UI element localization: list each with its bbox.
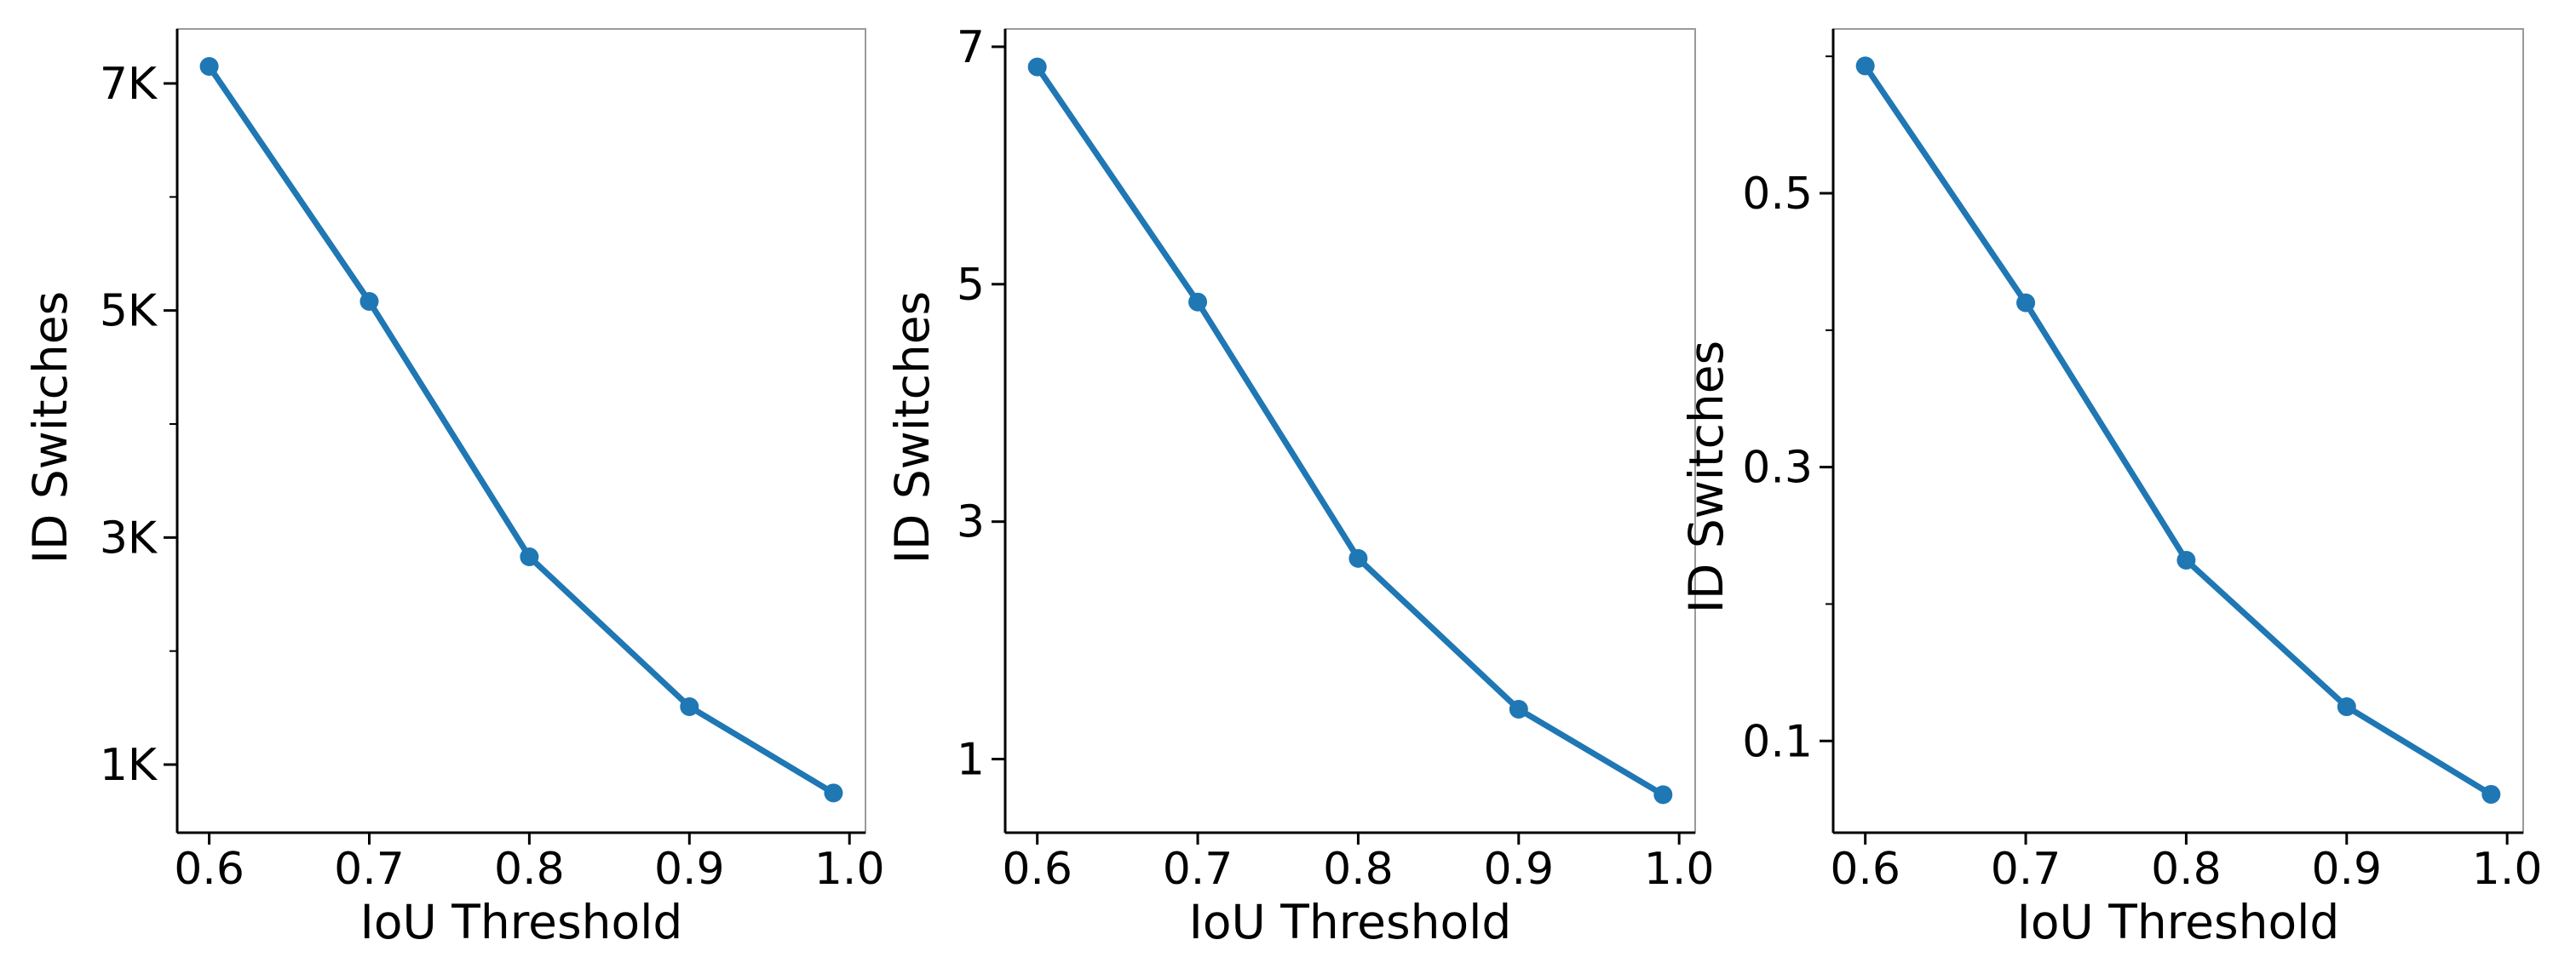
x-axis-label: IoU Threshold bbox=[1189, 895, 1512, 949]
y-axis-label: ID Switches bbox=[885, 291, 940, 564]
data-point bbox=[520, 547, 539, 566]
data-point bbox=[824, 783, 843, 803]
plot-frame bbox=[176, 28, 866, 834]
data-point bbox=[2016, 293, 2036, 312]
data-point bbox=[1188, 292, 1208, 312]
data-point bbox=[1653, 785, 1673, 805]
x-tick-label: 1.0 bbox=[2472, 844, 2543, 895]
x-tick-label: 1.0 bbox=[1644, 844, 1715, 895]
x-tick-label: 0.9 bbox=[1483, 844, 1554, 895]
x-tick-label: 0.6 bbox=[1830, 844, 1900, 895]
y-tick-label: 0.5 bbox=[1742, 169, 1813, 220]
x-tick-label: 0.6 bbox=[1002, 844, 1072, 895]
y-tick-label: 3 bbox=[957, 497, 985, 548]
x-tick-label: 1.0 bbox=[814, 844, 885, 895]
x-tick-label: 0.7 bbox=[1991, 844, 2061, 895]
y-tick-label: 7K bbox=[100, 59, 158, 110]
series-line bbox=[1034, 64, 1666, 798]
plot-frame bbox=[1004, 28, 1696, 834]
chart-3: 0.6 0.7 0.8 0.9 1.0 0.1 0.3 0.5 IoU Threshold ID … bbox=[1679, 28, 2543, 949]
x-tick-label: 0.8 bbox=[1323, 844, 1394, 895]
data-point bbox=[199, 57, 219, 76]
y-tick-label: 1K bbox=[100, 740, 158, 791]
y-tick-label: 3K bbox=[100, 513, 158, 564]
y-axis-label: ID Switches bbox=[1679, 341, 1734, 613]
y-axis-label: ID Switches bbox=[23, 291, 78, 564]
series-line bbox=[206, 63, 837, 796]
y-tick-label: 7 bbox=[957, 22, 985, 73]
data-point bbox=[2481, 784, 2501, 804]
plot-frame bbox=[1832, 28, 2524, 834]
x-tick-label: 0.9 bbox=[654, 844, 725, 895]
x-tick-label: 0.6 bbox=[174, 844, 244, 895]
x-tick-label: 0.9 bbox=[2311, 844, 2382, 895]
data-point bbox=[1027, 57, 1047, 77]
series-line bbox=[1862, 62, 2494, 798]
x-axis-label: IoU Threshold bbox=[2017, 895, 2340, 949]
data-point bbox=[680, 697, 699, 716]
y-tick-label: 0.3 bbox=[1742, 443, 1813, 494]
chart-1: 0.6 0.7 0.8 0.9 1.0 1K 3K 5K 7K IoU Threshold ID S… bbox=[23, 28, 885, 949]
x-tick-label: 0.7 bbox=[1163, 844, 1233, 895]
x-tick-label: 0.8 bbox=[2151, 844, 2222, 895]
data-point bbox=[1348, 548, 1368, 568]
x-tick-label: 0.7 bbox=[334, 844, 405, 895]
data-point bbox=[1855, 56, 1875, 76]
y-tick-label: 0.1 bbox=[1742, 716, 1813, 767]
x-tick-label: 0.8 bbox=[494, 844, 565, 895]
y-tick-label: 5 bbox=[957, 260, 985, 311]
chart-2: 0.6 0.7 0.8 0.9 1.0 1 3 5 7 IoU Threshold ID Switc… bbox=[885, 22, 1715, 949]
data-point bbox=[2337, 697, 2356, 717]
data-point bbox=[1509, 699, 1528, 719]
y-tick-label: 5K bbox=[100, 286, 158, 337]
x-axis-label: IoU Threshold bbox=[360, 895, 683, 949]
data-point bbox=[2176, 550, 2196, 570]
y-tick-label: 1 bbox=[957, 735, 985, 786]
data-point bbox=[359, 292, 379, 311]
